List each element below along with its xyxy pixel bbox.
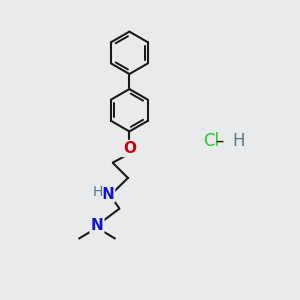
Text: N: N — [102, 187, 115, 202]
Text: H: H — [232, 132, 245, 150]
Text: Cl: Cl — [203, 132, 219, 150]
Text: O: O — [123, 141, 136, 156]
Text: N: N — [91, 218, 103, 232]
Text: H: H — [92, 185, 103, 200]
Text: –: – — [215, 132, 224, 150]
